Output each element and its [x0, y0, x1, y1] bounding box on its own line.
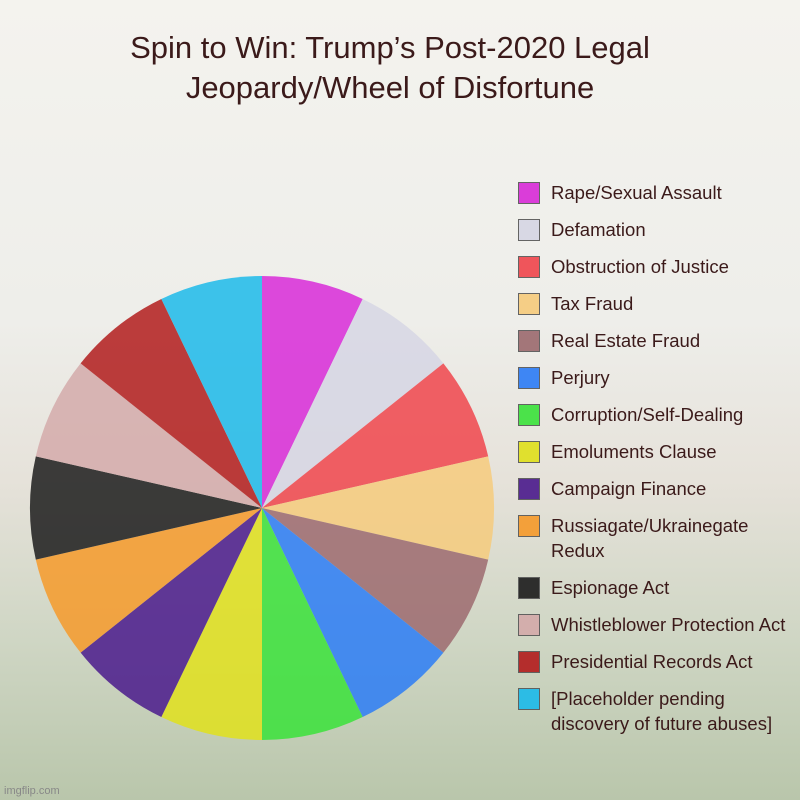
pie-slice [80, 298, 262, 508]
legend-label: Defamation [551, 219, 646, 240]
legend-label: Tax Fraud [551, 293, 634, 314]
legend-label: Emoluments Clause [551, 441, 717, 462]
legend-label: Espionage Act [551, 577, 670, 598]
legend-swatch [518, 651, 540, 673]
legend-label: Russiagate/Ukrainegate Redux [551, 515, 749, 561]
legend-swatch [518, 182, 540, 204]
pie-slice [262, 456, 494, 560]
legend-swatch [518, 441, 540, 463]
legend-item: Emoluments Clause [518, 439, 798, 464]
pie-slice [262, 363, 489, 508]
legend-item: Corruption/Self-Dealing [518, 402, 798, 427]
legend-item: Rape/Sexual Assault [518, 180, 798, 205]
pie-slice [262, 298, 444, 508]
legend-swatch [518, 614, 540, 636]
pie-slice [35, 363, 262, 508]
pie-slice [161, 508, 262, 740]
pie-slice [35, 508, 262, 653]
legend-item: Espionage Act [518, 575, 798, 600]
legend-swatch [518, 256, 540, 278]
legend-label: Real Estate Fraud [551, 330, 701, 351]
legend-swatch [518, 293, 540, 315]
pie-slice [262, 508, 444, 718]
legend-swatch [518, 515, 540, 537]
legend-swatch [518, 577, 540, 599]
legend-item: Tax Fraud [518, 291, 798, 316]
pie-slice [80, 508, 262, 718]
legend-swatch [518, 219, 540, 241]
legend-item: Campaign Finance [518, 476, 798, 501]
legend-item: Russiagate/Ukrainegate Redux [518, 513, 798, 563]
legend-label: Obstruction of Justice [551, 256, 729, 277]
legend-label: Corruption/Self-Dealing [551, 404, 744, 425]
pie-slice [262, 508, 363, 740]
legend-item: Real Estate Fraud [518, 328, 798, 353]
legend-item: Presidential Records Act [518, 649, 798, 674]
legend-label: Perjury [551, 367, 610, 388]
legend-label: Presidential Records Act [551, 651, 753, 672]
pie-slice [29, 456, 262, 560]
legend-swatch [518, 367, 540, 389]
legend-swatch [518, 478, 540, 500]
legend-label: [Placeholder pending discovery of future… [551, 688, 773, 734]
chart-title: Spin to Win: Trump’s Post-2020 Legal Jeo… [130, 30, 650, 105]
legend-label: Whistleblower Protection Act [551, 614, 786, 635]
legend-item: Whistleblower Protection Act [518, 612, 798, 637]
legend-swatch [518, 688, 540, 710]
legend-label: Campaign Finance [551, 478, 707, 499]
pie-slice [262, 276, 363, 508]
pie-slice [161, 276, 262, 508]
pie-slice [262, 508, 489, 653]
legend: Rape/Sexual Assault Defamation Obstruction… [518, 180, 798, 736]
legend-item: Obstruction of Justice [518, 254, 798, 279]
legend-item: Defamation [518, 217, 798, 242]
legend-item: Perjury [518, 365, 798, 390]
legend-swatch [518, 330, 540, 352]
watermark: imgflip.com [4, 785, 60, 797]
legend-label: Rape/Sexual Assault [551, 182, 722, 203]
legend-item: [Placeholder pending discovery of future… [518, 686, 798, 736]
legend-swatch [518, 404, 540, 426]
